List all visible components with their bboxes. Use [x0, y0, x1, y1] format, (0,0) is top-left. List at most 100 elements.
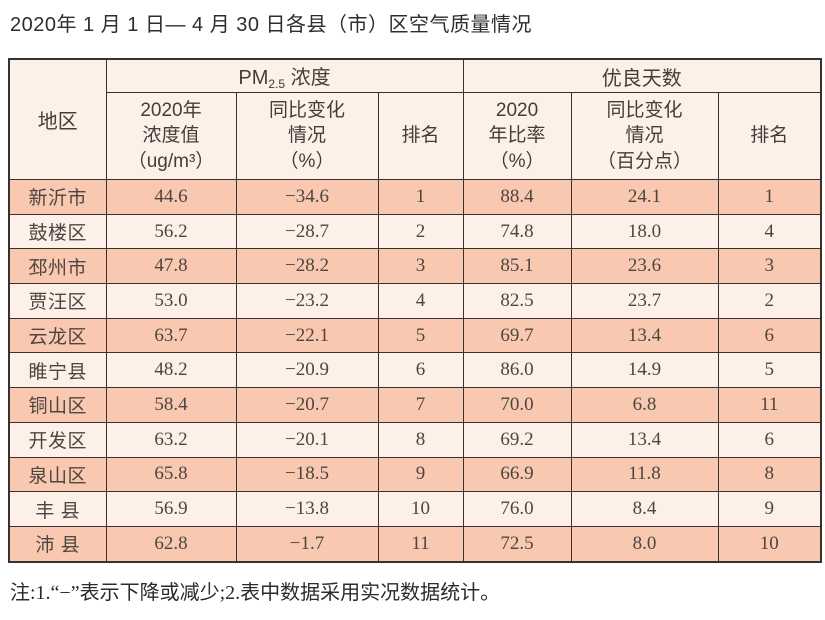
cell-pm-rank: 10 [377, 491, 464, 527]
cell-pm-rank: 9 [377, 456, 464, 493]
cell-good-rank: 4 [717, 213, 822, 250]
cell-region: 贾汪区 [8, 283, 107, 319]
cell-region: 丰 县 [8, 491, 107, 527]
header-group-pm25: PM2.5 浓度 [105, 58, 464, 93]
cell-good-ratio: 70.0 [462, 387, 572, 423]
cell-region: 铜山区 [8, 387, 107, 423]
cell-pm-value: 63.2 [105, 421, 237, 458]
cell-region: 鼓楼区 [8, 213, 107, 250]
sub-header-row: 2020年 浓度值 （ug/m³） 同比变化 情况 （%） 排名 2020 年比… [9, 92, 822, 180]
cell-good-rank: 6 [717, 317, 822, 354]
cell-pm-rank: 5 [377, 317, 464, 354]
table-body: 新沂市 44.6 −34.6 1 88.4 24.1 1 鼓楼区 56.2 −2… [8, 179, 822, 563]
cell-region: 邳州市 [8, 248, 107, 285]
cell-pm-change: −20.9 [235, 352, 379, 389]
cell-pm-rank: 7 [377, 387, 464, 423]
cell-good-ratio: 74.8 [462, 213, 572, 250]
cell-region: 开发区 [8, 421, 107, 458]
cell-pm-change: −34.6 [235, 179, 379, 215]
pm25-prefix: PM [238, 67, 269, 89]
cell-region: 泉山区 [8, 456, 107, 493]
cell-pm-value: 48.2 [105, 352, 237, 389]
cell-good-rank: 11 [717, 387, 822, 423]
table-row: 睢宁县 48.2 −20.9 6 86.0 14.9 5 [8, 352, 822, 389]
table-row: 贾汪区 53.0 −23.2 4 82.5 23.7 2 [8, 283, 822, 319]
cell-region: 新沂市 [8, 179, 107, 215]
table-row: 鼓楼区 56.2 −28.7 2 74.8 18.0 4 [8, 213, 822, 250]
cell-pm-rank: 8 [377, 421, 464, 458]
table-row: 铜山区 58.4 −20.7 7 70.0 6.8 11 [8, 387, 822, 423]
cell-pm-change: −20.7 [235, 387, 379, 423]
header-pm-rank: 排名 [377, 92, 464, 180]
cell-pm-value: 47.8 [105, 248, 237, 285]
cell-pm-value: 56.2 [105, 213, 237, 250]
pm25-suffix: 浓度 [285, 67, 331, 89]
header-good-change: 同比变化 情况 （百分点） [570, 92, 719, 180]
cell-good-change: 24.1 [570, 179, 719, 215]
cell-good-ratio: 66.9 [462, 456, 572, 493]
cell-pm-change: −20.1 [235, 421, 379, 458]
cell-pm-change: −28.2 [235, 248, 379, 285]
header-group-good-days: 优良天数 [462, 58, 822, 93]
pm25-subscript: 2.5 [268, 77, 286, 91]
table-row: 新沂市 44.6 −34.6 1 88.4 24.1 1 [8, 179, 822, 215]
cell-good-change: 23.6 [570, 248, 719, 285]
table-row: 邳州市 47.8 −28.2 3 85.1 23.6 3 [8, 248, 822, 285]
cell-pm-value: 44.6 [105, 179, 237, 215]
cell-good-rank: 3 [717, 248, 822, 285]
footnote: 注:1.“−”表示下降或减少;2.表中数据采用实况数据统计。 [10, 581, 501, 604]
cell-pm-rank: 3 [377, 248, 464, 285]
air-quality-table: 地区 PM2.5 浓度 优良天数 2020年 浓度值 （ug/m³） 同比变化 … [8, 58, 823, 563]
cell-pm-value: 53.0 [105, 283, 237, 319]
cell-pm-value: 56.9 [105, 491, 237, 527]
cell-good-ratio: 76.0 [462, 491, 572, 527]
cell-good-change: 14.9 [570, 352, 719, 389]
cell-good-ratio: 69.7 [462, 317, 572, 354]
cell-good-change: 13.4 [570, 317, 719, 354]
cell-good-rank: 6 [717, 421, 822, 458]
header-pm-change: 同比变化 情况 （%） [235, 92, 379, 180]
cell-good-change: 6.8 [570, 387, 719, 423]
table-row: 泉山区 65.8 −18.5 9 66.9 11.8 8 [8, 456, 822, 493]
table-row: 丰 县 56.9 −13.8 10 76.0 8.4 9 [8, 491, 822, 527]
cell-good-ratio: 85.1 [462, 248, 572, 285]
cell-region: 沛 县 [8, 525, 107, 563]
cell-good-rank: 8 [717, 456, 822, 493]
cell-good-ratio: 72.5 [462, 525, 572, 563]
header-good-rank: 排名 [717, 92, 822, 180]
header-good-ratio: 2020 年比率 （%） [462, 92, 572, 180]
cell-pm-value: 65.8 [105, 456, 237, 493]
cell-good-ratio: 88.4 [462, 179, 572, 215]
cell-pm-rank: 6 [377, 352, 464, 389]
cell-pm-change: −23.2 [235, 283, 379, 319]
cell-pm-value: 63.7 [105, 317, 237, 354]
cell-good-rank: 1 [717, 179, 822, 215]
table-row: 开发区 63.2 −20.1 8 69.2 13.4 6 [8, 421, 822, 458]
cell-good-change: 18.0 [570, 213, 719, 250]
cell-pm-value: 58.4 [105, 387, 237, 423]
table-header: 地区 PM2.5 浓度 优良天数 2020年 浓度值 （ug/m³） 同比变化 … [8, 58, 822, 180]
cell-good-change: 8.0 [570, 525, 719, 563]
cell-pm-rank: 1 [377, 179, 464, 215]
cell-good-ratio: 69.2 [462, 421, 572, 458]
cell-pm-change: −22.1 [235, 317, 379, 354]
cell-good-rank: 5 [717, 352, 822, 389]
cell-good-change: 13.4 [570, 421, 719, 458]
cell-pm-change: −28.7 [235, 213, 379, 250]
cell-region: 睢宁县 [8, 352, 107, 389]
page-title: 2020年 1 月 1 日— 4 月 30 日各县（市）区空气质量情况 [10, 14, 533, 36]
cell-pm-change: −13.8 [235, 491, 379, 527]
cell-good-change: 8.4 [570, 491, 719, 527]
cell-pm-rank: 2 [377, 213, 464, 250]
header-region: 地区 [8, 58, 107, 180]
cell-good-ratio: 86.0 [462, 352, 572, 389]
cell-good-rank: 2 [717, 283, 822, 319]
cell-pm-change: −18.5 [235, 456, 379, 493]
cell-pm-value: 62.8 [105, 525, 237, 563]
cell-good-ratio: 82.5 [462, 283, 572, 319]
cell-good-rank: 10 [717, 525, 822, 563]
cell-pm-change: −1.7 [235, 525, 379, 563]
cell-good-change: 11.8 [570, 456, 719, 493]
cell-pm-rank: 4 [377, 283, 464, 319]
group-header-row: 地区 PM2.5 浓度 优良天数 [8, 58, 822, 180]
